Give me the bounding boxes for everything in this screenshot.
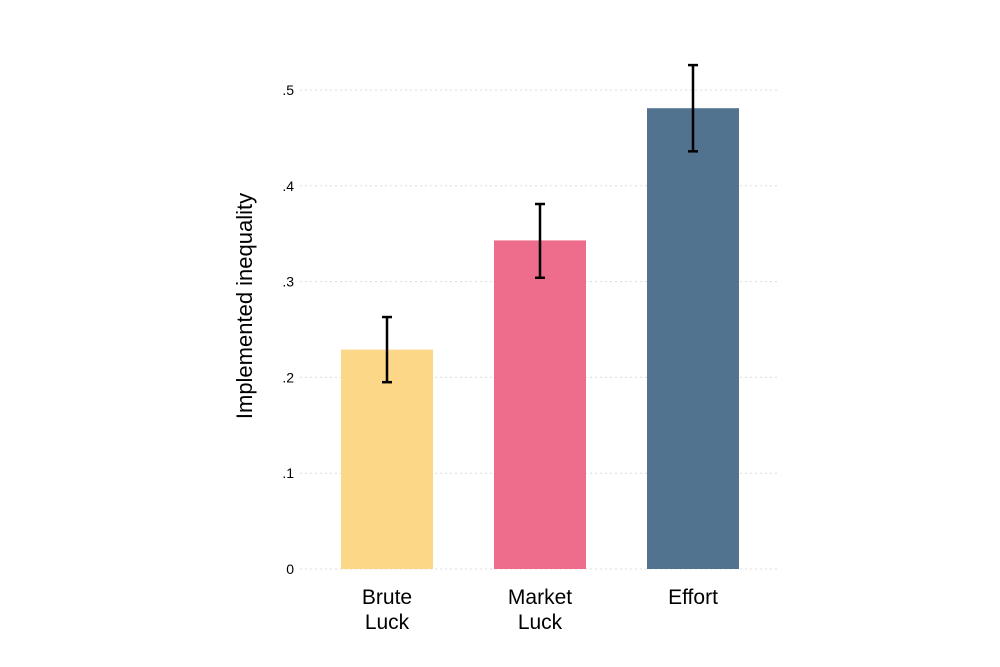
- bars: [341, 108, 739, 570]
- x-tick-label-line: Market: [508, 586, 572, 609]
- y-tick-label: 0: [286, 561, 294, 577]
- y-tick-label: .3: [282, 274, 294, 290]
- x-tick-label: Brute Luck: [362, 586, 412, 634]
- x-tick-label: Effort: [668, 586, 718, 609]
- y-axis-ticks: 0 .1 .2 .3 .4 .5: [282, 82, 294, 577]
- bar: [647, 108, 739, 570]
- error-bar: [535, 202, 545, 280]
- bar: [494, 240, 586, 569]
- error-bar: [382, 315, 392, 384]
- y-tick-label: .2: [282, 369, 294, 385]
- x-tick-label: Market Luck: [508, 586, 572, 634]
- error-bar: [688, 63, 698, 153]
- x-tick-label-line: Effort: [668, 586, 718, 609]
- bar: [341, 349, 433, 569]
- y-tick-label: .1: [282, 465, 294, 481]
- error-bars: [382, 63, 698, 384]
- y-tick-label: .5: [282, 82, 294, 98]
- x-tick-label-line: Luck: [518, 611, 563, 634]
- y-axis-label: Implemented inequality: [232, 193, 257, 419]
- x-tick-label-line: Brute: [362, 586, 412, 609]
- x-tick-label-line: Luck: [365, 611, 410, 634]
- y-tick-label: .4: [282, 178, 294, 194]
